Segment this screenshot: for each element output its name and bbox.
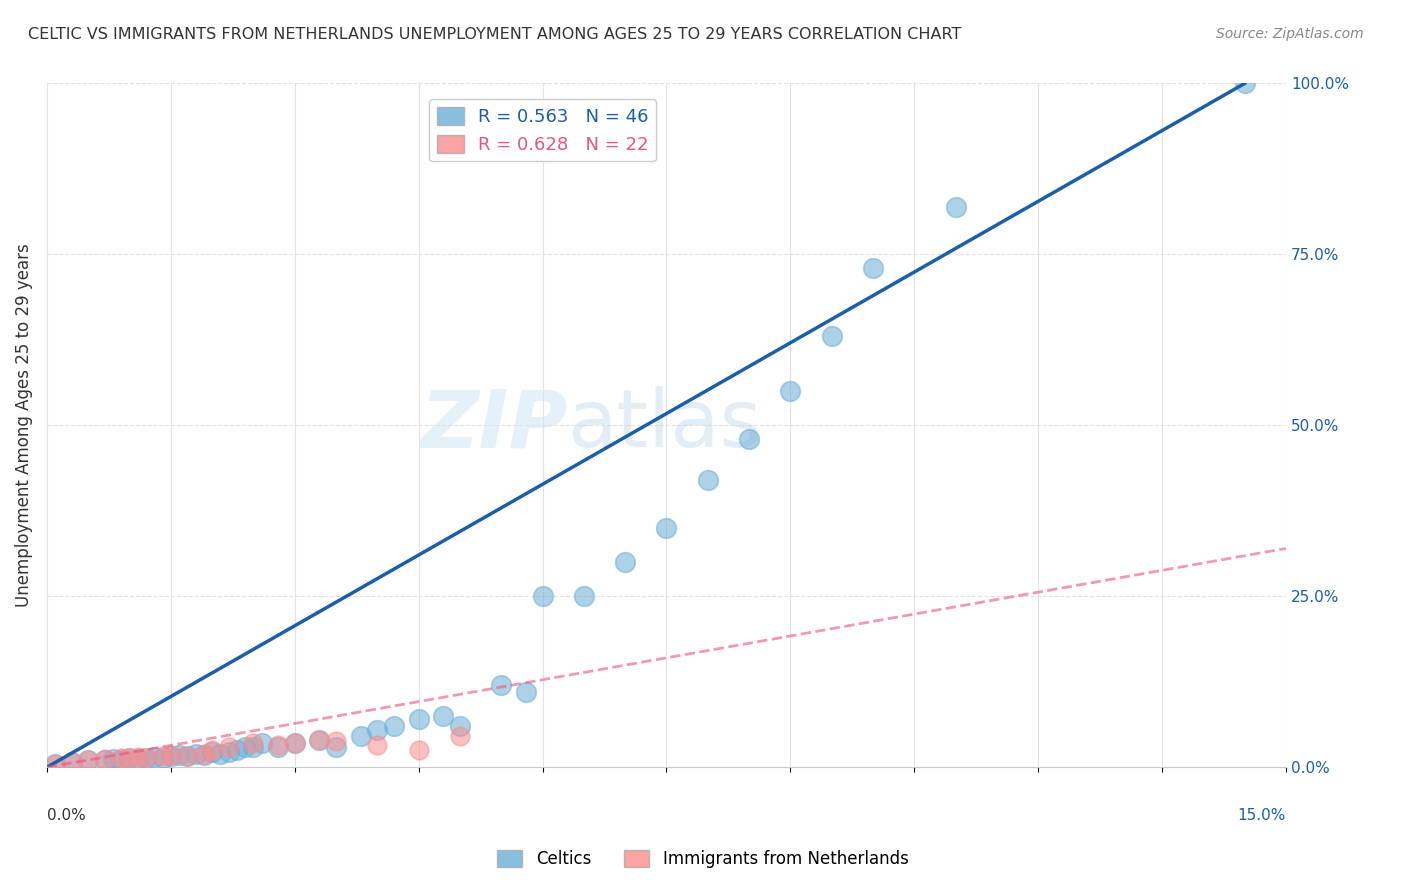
Point bbox=[152, 751, 174, 765]
Point bbox=[44, 756, 66, 771]
Point bbox=[738, 432, 761, 446]
Point bbox=[250, 736, 273, 750]
Legend: Celtics, Immigrants from Netherlands: Celtics, Immigrants from Netherlands bbox=[491, 843, 915, 875]
Point bbox=[531, 590, 554, 604]
Point bbox=[233, 739, 256, 754]
Point bbox=[110, 751, 132, 765]
Point bbox=[110, 753, 132, 767]
Point bbox=[193, 747, 215, 762]
Point bbox=[201, 743, 224, 757]
Point bbox=[449, 719, 471, 733]
Point bbox=[118, 751, 141, 765]
Point bbox=[60, 755, 83, 769]
Point bbox=[366, 739, 388, 753]
Point bbox=[350, 730, 373, 744]
Point bbox=[284, 736, 307, 750]
Point bbox=[515, 685, 537, 699]
Point bbox=[655, 521, 678, 535]
Point bbox=[176, 749, 198, 764]
Point bbox=[382, 719, 405, 733]
Point bbox=[127, 750, 149, 764]
Point bbox=[176, 748, 198, 763]
Point bbox=[77, 754, 100, 768]
Point bbox=[93, 754, 115, 768]
Point bbox=[432, 709, 454, 723]
Text: 0.0%: 0.0% bbox=[46, 808, 86, 823]
Point bbox=[93, 752, 115, 766]
Point bbox=[267, 738, 290, 752]
Point bbox=[201, 745, 224, 759]
Point bbox=[820, 329, 842, 343]
Text: 15.0%: 15.0% bbox=[1237, 808, 1286, 823]
Point bbox=[159, 747, 181, 762]
Point bbox=[449, 730, 471, 744]
Point bbox=[308, 733, 330, 747]
Text: Source: ZipAtlas.com: Source: ZipAtlas.com bbox=[1216, 27, 1364, 41]
Point bbox=[184, 747, 207, 761]
Point bbox=[945, 200, 967, 214]
Point bbox=[242, 736, 264, 750]
Point bbox=[242, 739, 264, 754]
Point bbox=[135, 750, 157, 764]
Point bbox=[284, 736, 307, 750]
Point bbox=[325, 739, 347, 754]
Point bbox=[60, 755, 83, 769]
Point bbox=[308, 733, 330, 747]
Point bbox=[135, 750, 157, 764]
Point bbox=[225, 743, 247, 757]
Point bbox=[489, 678, 512, 692]
Point bbox=[159, 749, 181, 764]
Point bbox=[862, 261, 884, 276]
Point bbox=[127, 752, 149, 766]
Point bbox=[779, 384, 801, 399]
Text: ZIP: ZIP bbox=[420, 386, 567, 465]
Point bbox=[572, 590, 595, 604]
Point bbox=[101, 752, 124, 766]
Point bbox=[366, 723, 388, 737]
Point bbox=[152, 749, 174, 764]
Text: CELTIC VS IMMIGRANTS FROM NETHERLANDS UNEMPLOYMENT AMONG AGES 25 TO 29 YEARS COR: CELTIC VS IMMIGRANTS FROM NETHERLANDS UN… bbox=[28, 27, 962, 42]
Point bbox=[408, 713, 430, 727]
Point bbox=[1233, 77, 1256, 91]
Point bbox=[218, 745, 240, 759]
Point bbox=[696, 473, 718, 487]
Point bbox=[325, 734, 347, 748]
Point bbox=[167, 747, 190, 762]
Point bbox=[118, 751, 141, 765]
Y-axis label: Unemployment Among Ages 25 to 29 years: Unemployment Among Ages 25 to 29 years bbox=[15, 244, 32, 607]
Point bbox=[614, 555, 637, 569]
Point bbox=[408, 743, 430, 757]
Point bbox=[218, 739, 240, 754]
Point bbox=[44, 756, 66, 771]
Point bbox=[209, 747, 232, 761]
Legend: R = 0.563   N = 46, R = 0.628   N = 22: R = 0.563 N = 46, R = 0.628 N = 22 bbox=[429, 99, 655, 161]
Point bbox=[143, 750, 166, 764]
Point bbox=[193, 747, 215, 761]
Point bbox=[267, 739, 290, 754]
Point bbox=[77, 754, 100, 768]
Text: atlas: atlas bbox=[567, 386, 762, 465]
